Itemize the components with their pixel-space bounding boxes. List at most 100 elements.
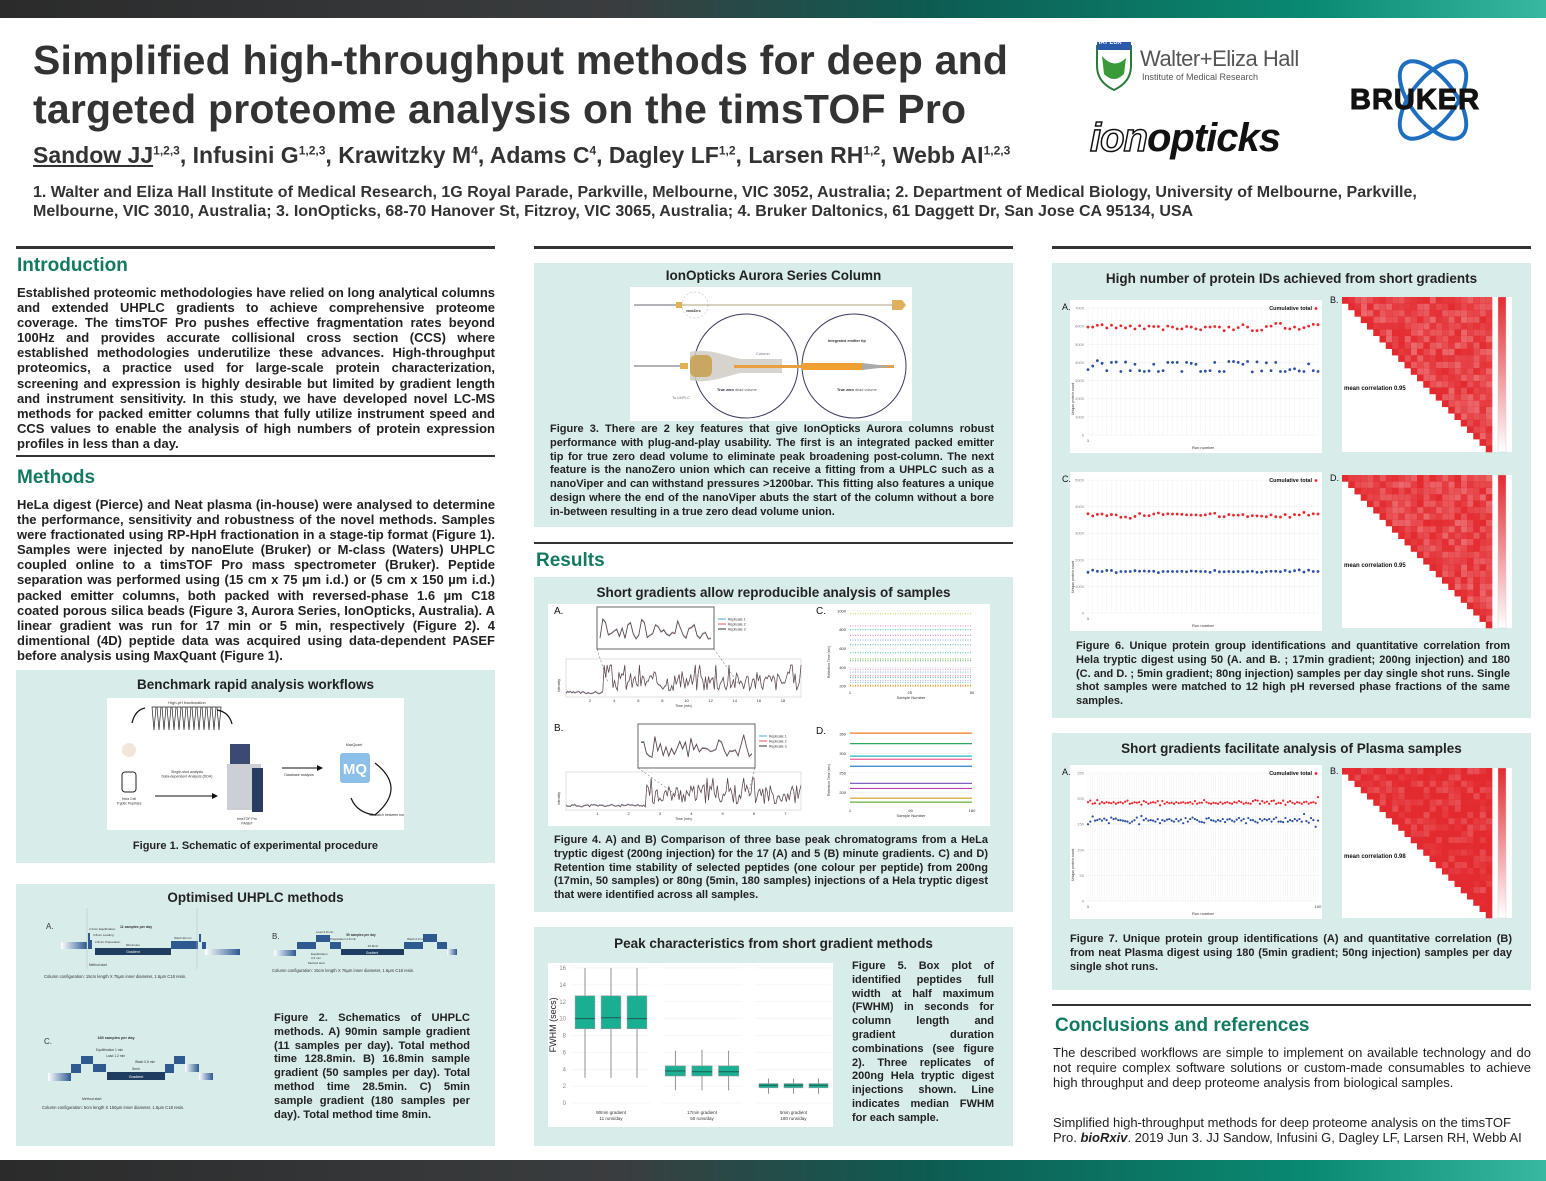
data-point xyxy=(1189,569,1193,573)
author: Larsen RH1,2, xyxy=(748,142,893,168)
y-tick-label: 2 xyxy=(563,1084,567,1090)
box xyxy=(600,995,622,1030)
data-point xyxy=(1233,801,1236,804)
data-point xyxy=(1147,369,1151,373)
heatmap-cell xyxy=(1423,768,1430,775)
heatmap-cell xyxy=(1454,538,1462,546)
data-point xyxy=(1095,569,1099,573)
heatmap-cell xyxy=(1485,329,1493,337)
heatmap-cell xyxy=(1392,303,1399,311)
heatmap-cell xyxy=(1479,551,1487,559)
heatmap-cell xyxy=(1398,526,1405,533)
heatmap-cell xyxy=(1429,380,1437,388)
data-point xyxy=(1261,800,1264,803)
heatmap-cell xyxy=(1448,768,1455,775)
data-point xyxy=(1258,802,1262,805)
heatmap-cell xyxy=(1454,818,1462,825)
heatmap-cell xyxy=(1485,843,1493,850)
y-tick-label: 12 xyxy=(559,1000,566,1006)
data-point xyxy=(1131,820,1134,823)
legend-label: Cumulative total xyxy=(1269,478,1312,484)
inset-trace xyxy=(599,618,712,640)
heatmap-cell xyxy=(1435,855,1443,863)
y-tick-label: 200 xyxy=(839,684,846,689)
data-point xyxy=(1302,801,1306,804)
data-point xyxy=(1121,819,1124,822)
y-tick-label: 3000 xyxy=(1075,378,1085,383)
heatmap-cell xyxy=(1435,538,1443,546)
heatmap-cell xyxy=(1367,793,1374,800)
data-point xyxy=(1223,801,1227,804)
heatmap-cell xyxy=(1429,513,1437,520)
data-point xyxy=(1158,822,1162,825)
data-point xyxy=(1264,325,1268,328)
heatmap-cell xyxy=(1479,602,1487,610)
heatmap-cell xyxy=(1448,475,1455,482)
heatmap-cell xyxy=(1473,608,1480,616)
data-point xyxy=(1110,569,1113,572)
data-point xyxy=(1168,802,1171,805)
heatmap-cell xyxy=(1460,526,1468,533)
heatmap-cell xyxy=(1485,506,1493,514)
heatmap-cell xyxy=(1454,387,1462,395)
heatmap-cell xyxy=(1485,439,1493,446)
heatmap-cell xyxy=(1479,532,1487,540)
data-point xyxy=(1157,511,1160,515)
figure3-title: IonOpticks Aurora Series Column xyxy=(665,268,882,283)
heatmap-cell xyxy=(1485,380,1493,388)
heatmap-cell xyxy=(1423,303,1430,311)
data-point xyxy=(1222,570,1226,574)
heatmap-cell xyxy=(1473,494,1480,501)
group-label: 90min gradient xyxy=(596,1110,627,1115)
heatmap-cell xyxy=(1423,368,1430,375)
data-point xyxy=(1168,817,1171,821)
heatmap-cell xyxy=(1398,335,1405,343)
mean-correlation-label: mean correlation 0.95 xyxy=(1344,563,1406,569)
heatmap-cell xyxy=(1410,526,1418,533)
heatmap-cell xyxy=(1454,786,1462,794)
data-point xyxy=(1246,360,1249,363)
y-tick-label: 4000 xyxy=(1075,504,1085,509)
heatmap-cell xyxy=(1385,329,1393,337)
fwhm-boxplot: 0 2 4 6 8 10 12 14 16 FWHM (secs) 90min gradient 11… xyxy=(548,963,833,1127)
heatmap-cell xyxy=(1398,329,1405,337)
y-tick-label: 200 xyxy=(839,790,846,795)
data-point xyxy=(1185,361,1188,364)
single-shot-label: Data-dependent Analysis (DDA) xyxy=(162,775,213,779)
heatmap-cell xyxy=(1417,368,1424,375)
heatmap-cell xyxy=(1435,322,1443,330)
stage-tip-icon xyxy=(186,706,192,731)
heatmap-cell xyxy=(1454,400,1462,408)
heatmap-cell xyxy=(1467,387,1474,395)
heatmap-cell xyxy=(1460,886,1468,894)
heatmap-cell xyxy=(1435,481,1443,489)
heatmap-cell xyxy=(1448,481,1455,489)
heatmap-cell xyxy=(1429,557,1437,565)
heatmap-cell xyxy=(1479,608,1487,616)
data-point xyxy=(1277,820,1280,823)
heatmap-cell xyxy=(1448,538,1455,546)
data-point xyxy=(1185,513,1188,517)
heatmap-cell xyxy=(1479,557,1487,565)
heatmap-cell xyxy=(1448,406,1455,414)
label: Integrated emitter tip xyxy=(828,339,866,343)
data-point xyxy=(1236,570,1240,573)
group-sublabel: 50 runs/day xyxy=(690,1116,714,1121)
heatmap-cell xyxy=(1379,780,1387,788)
heatmap-cell xyxy=(1429,475,1437,482)
heatmap-cell xyxy=(1417,513,1424,520)
heatmap-cell xyxy=(1485,621,1493,629)
heatmap-cell xyxy=(1360,768,1368,775)
heatmap-cell xyxy=(1392,342,1399,349)
heatmap-cell xyxy=(1485,393,1493,401)
data-point xyxy=(1250,370,1254,374)
data-point xyxy=(1260,328,1264,332)
heatmap-cell xyxy=(1398,519,1405,527)
heatmap-cell xyxy=(1442,532,1449,540)
stage-tip-icon xyxy=(191,706,197,731)
heatmap-cell xyxy=(1467,355,1474,362)
data-point xyxy=(1316,370,1320,373)
heatmap-cell xyxy=(1435,526,1443,533)
heatmap-cell xyxy=(1467,811,1474,819)
